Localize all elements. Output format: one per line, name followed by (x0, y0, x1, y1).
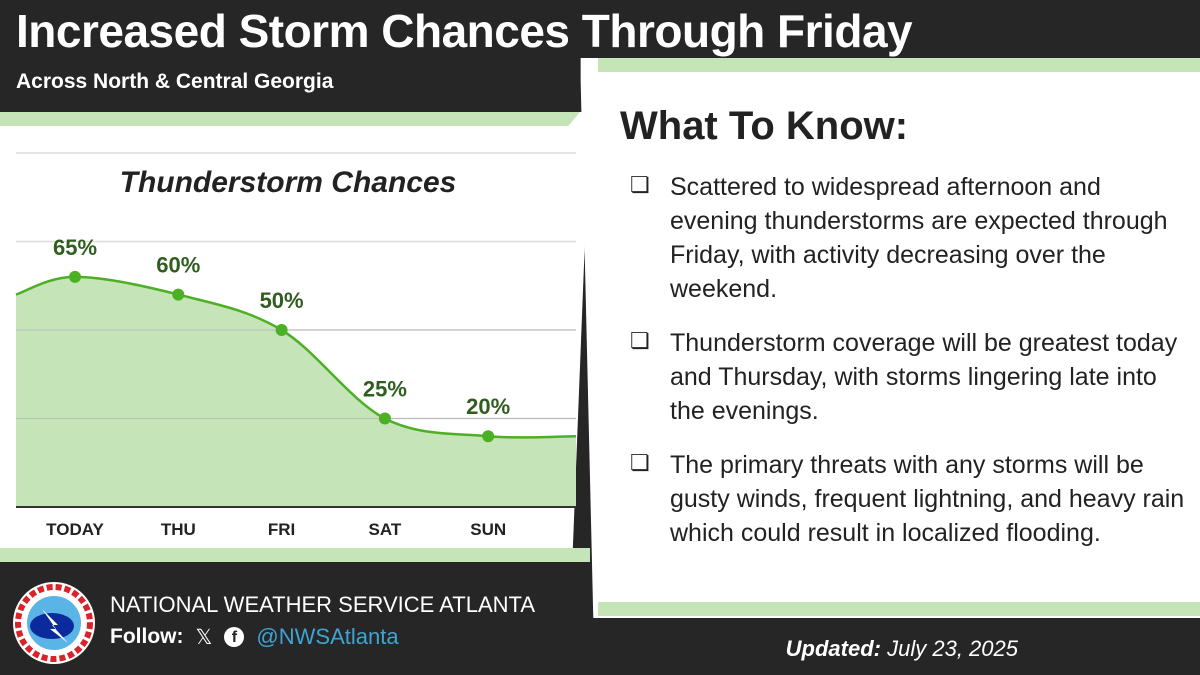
divider (0, 548, 590, 562)
list-item: ❏ Scattered to widespread afternoon and e… (630, 170, 1190, 306)
chart-title: Thunderstorm Chances (119, 166, 457, 199)
list-item: ❏ The primary threats with any storms wil… (630, 448, 1190, 550)
divider (598, 602, 1200, 616)
updated-label: Updated: (785, 636, 881, 661)
updated-value: July 23, 2025 (887, 636, 1018, 661)
data-label: 60% (156, 253, 200, 278)
x-icon[interactable]: 𝕏 (195, 625, 213, 649)
thunderstorm-chart: 65% TODAY 60% THU 50% FRI 25% SAT 20% SUN (15, 152, 577, 539)
bullet-list: ❏ Scattered to widespread afternoon and e… (630, 170, 1190, 570)
bullet-text: Scattered to widespread afternoon and ev… (670, 173, 1168, 303)
data-label: 20% (466, 394, 510, 419)
page-subtitle: Across North & Central Georgia (16, 70, 334, 93)
org-name: NATIONAL WEATHER SERVICE ATLANTA (110, 592, 536, 617)
x-tick-label: TODAY (46, 520, 104, 539)
list-item: ❏ Thunderstorm coverage will be greatest … (630, 326, 1190, 428)
checkbox-icon: ❏ (630, 172, 650, 197)
info-panel (580, 58, 1200, 618)
area-fill (16, 276, 576, 507)
what-to-know-heading: What To Know: (620, 104, 909, 148)
divider (0, 112, 580, 126)
follow-label: Follow: (110, 625, 184, 648)
data-point (69, 270, 81, 283)
bullet-text: Thunderstorm coverage will be greatest t… (670, 329, 1178, 425)
bullet-text: The primary threats with any storms will… (670, 451, 1185, 547)
data-label: 65% (53, 235, 97, 260)
divider (598, 58, 1200, 72)
x-tick-label: THU (161, 520, 196, 539)
checkbox-icon: ❏ (630, 450, 650, 475)
data-point (378, 412, 391, 425)
data-label: 25% (363, 377, 407, 402)
x-tick-label: SAT (369, 520, 402, 539)
data-point (275, 324, 288, 336)
page-title: Increased Storm Chances Through Friday (16, 5, 913, 57)
social-handle[interactable]: @NWSAtlanta (256, 624, 399, 649)
follow-row: Follow: 𝕏 f @NWSAtlanta (110, 624, 399, 650)
updated-date: Updated: July 23, 2025 (786, 636, 1018, 662)
x-tick-label: SUN (470, 520, 506, 539)
nws-logo (13, 582, 95, 664)
data-label: 50% (260, 288, 304, 313)
data-point (172, 288, 185, 301)
data-point (482, 430, 495, 443)
facebook-icon[interactable]: f (224, 627, 245, 647)
x-tick-label: FRI (268, 520, 295, 539)
checkbox-icon: ❏ (630, 328, 650, 353)
